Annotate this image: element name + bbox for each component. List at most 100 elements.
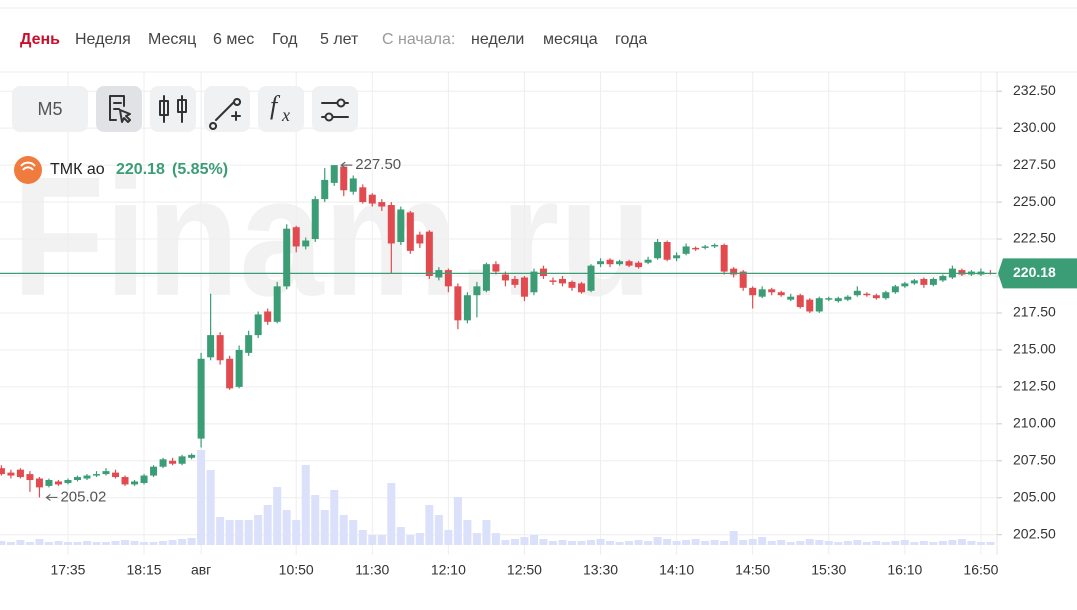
candle-body bbox=[787, 296, 795, 300]
period-tab[interactable]: Год bbox=[272, 31, 298, 48]
candle-body bbox=[178, 456, 186, 464]
since-tab[interactable]: месяца bbox=[543, 31, 598, 48]
volume-bar bbox=[387, 483, 396, 545]
candle-body bbox=[159, 459, 167, 467]
x-tick-label: авг bbox=[191, 562, 211, 578]
volume-bar bbox=[548, 541, 557, 545]
volume-bar bbox=[900, 540, 909, 545]
candle-body bbox=[568, 281, 576, 288]
y-tick-label: 205.00 bbox=[1013, 488, 1056, 504]
y-tick-label: 232.50 bbox=[1013, 82, 1056, 98]
y-tick-label: 217.50 bbox=[1013, 304, 1056, 320]
volume-bar bbox=[311, 495, 320, 545]
volume-bar bbox=[263, 505, 272, 545]
candle-body bbox=[692, 247, 700, 250]
candle-body bbox=[806, 299, 814, 312]
candle-body bbox=[102, 471, 110, 475]
volume-bar bbox=[444, 530, 453, 545]
candle-body bbox=[330, 165, 338, 183]
period-tab[interactable]: 5 лет bbox=[320, 31, 359, 48]
volume-bar bbox=[415, 533, 424, 545]
period-tab[interactable]: 6 мес bbox=[213, 31, 254, 48]
candle-body bbox=[7, 472, 15, 476]
volume-bar bbox=[853, 540, 862, 545]
candle-body bbox=[882, 292, 890, 299]
volume-bar bbox=[691, 539, 700, 545]
y-tick-label: 227.50 bbox=[1013, 156, 1056, 172]
volume-bar bbox=[539, 539, 548, 545]
volume-bar bbox=[986, 542, 995, 545]
volume-bar bbox=[634, 540, 643, 545]
candle-body bbox=[463, 295, 471, 321]
volume-bar bbox=[368, 535, 377, 545]
x-tick-label: 16:50 bbox=[963, 562, 998, 578]
volume-bar bbox=[758, 537, 767, 545]
volume-bar bbox=[463, 520, 472, 545]
volume-bar bbox=[35, 539, 44, 545]
volume-bar bbox=[159, 541, 168, 545]
candle-body bbox=[701, 246, 709, 248]
period-tab[interactable]: Месяц bbox=[148, 31, 196, 48]
interval-button[interactable] bbox=[12, 86, 88, 132]
candle-body bbox=[520, 277, 528, 297]
volume-bar bbox=[187, 538, 196, 545]
grid bbox=[0, 72, 997, 555]
candle-body bbox=[387, 205, 395, 244]
candle-body bbox=[207, 335, 215, 358]
candle-body bbox=[863, 293, 871, 296]
candle-body bbox=[83, 475, 91, 479]
volume-bar bbox=[967, 541, 976, 545]
candle-body bbox=[406, 212, 414, 251]
candle-body bbox=[359, 187, 367, 203]
candle-body bbox=[273, 286, 281, 322]
volume-bar bbox=[406, 535, 415, 545]
candle-body bbox=[625, 261, 633, 266]
candle-body bbox=[768, 289, 776, 293]
volume-bar bbox=[396, 527, 405, 545]
candle-body bbox=[644, 259, 652, 263]
candle-body bbox=[35, 478, 43, 488]
candles: 227.50 205.02 bbox=[0, 156, 997, 505]
candle-body bbox=[929, 278, 937, 285]
fx-icon: f bbox=[270, 91, 281, 120]
candle-body bbox=[558, 278, 566, 284]
volume-bar bbox=[824, 541, 833, 545]
candle-body bbox=[340, 166, 348, 191]
candle-body bbox=[482, 264, 490, 291]
x-tick-label: 14:50 bbox=[735, 562, 770, 578]
volume-bar bbox=[929, 542, 938, 545]
volume-bar bbox=[577, 541, 586, 545]
volume-bar bbox=[82, 541, 91, 545]
volume-bar bbox=[453, 497, 462, 545]
volume-bar bbox=[377, 535, 386, 545]
volume-bar bbox=[197, 450, 206, 545]
candle-body bbox=[958, 270, 966, 275]
volume-bar bbox=[282, 510, 291, 545]
since-tab[interactable]: года bbox=[615, 31, 647, 48]
y-tick-label: 207.50 bbox=[1013, 451, 1056, 467]
x-tick-label: 18:15 bbox=[127, 562, 162, 578]
volume-bar bbox=[881, 542, 890, 545]
period-tab[interactable]: Неделя bbox=[75, 31, 131, 48]
candle-body bbox=[264, 311, 272, 322]
volume-bar bbox=[349, 520, 358, 545]
indicators-button[interactable] bbox=[258, 86, 304, 132]
volume-bar bbox=[786, 542, 795, 545]
chart-type-button[interactable] bbox=[150, 86, 196, 132]
settings-button[interactable] bbox=[312, 86, 358, 132]
volume-bar bbox=[0, 541, 6, 545]
period-tab[interactable]: День bbox=[20, 31, 60, 48]
candle-body bbox=[501, 274, 509, 281]
volume-bar bbox=[729, 531, 738, 545]
candle-body bbox=[720, 244, 728, 272]
since-tab[interactable]: недели bbox=[471, 31, 524, 48]
candle-body bbox=[663, 242, 671, 260]
candle-body bbox=[673, 255, 681, 259]
candle-body bbox=[368, 194, 376, 204]
candle-body bbox=[188, 454, 196, 458]
candle-body bbox=[749, 287, 757, 296]
candle-body bbox=[730, 268, 738, 275]
candle-body bbox=[825, 298, 833, 300]
y-tick-label: 212.50 bbox=[1013, 378, 1056, 394]
